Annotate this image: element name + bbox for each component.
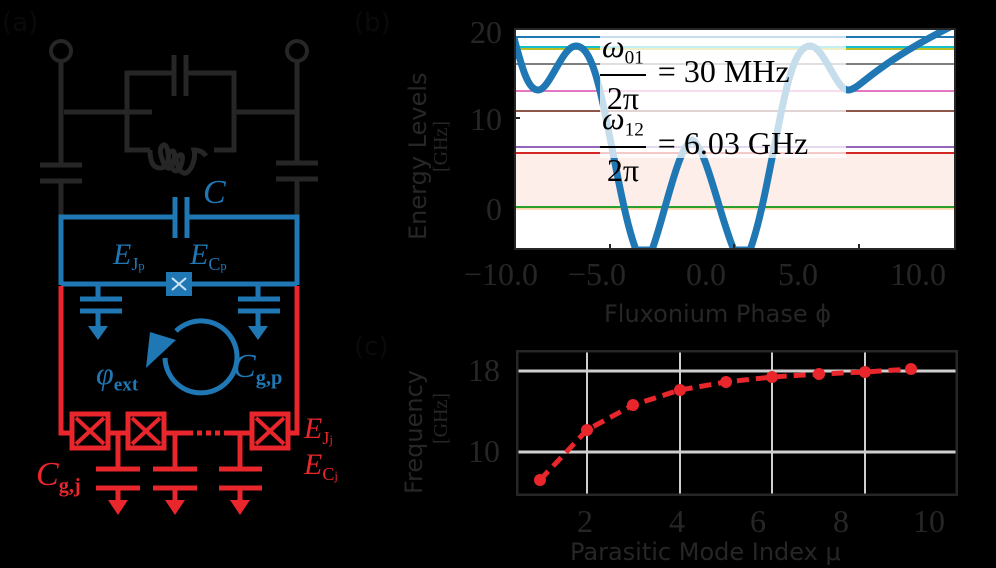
- ytick-10: 10: [470, 101, 502, 137]
- ylabel-frequency-unit: [GHz]: [430, 392, 452, 444]
- xtick-6: 6: [750, 503, 766, 539]
- xtick-m5: −5.0: [568, 256, 627, 292]
- annotation-omega12: ω12 2π = 6.03 GHz: [600, 100, 809, 188]
- label-EJp: EJp: [113, 238, 145, 275]
- label-Cgp: Cg,p: [233, 348, 283, 390]
- xlabel-energy: Fluxonium Phase ϕ: [604, 300, 832, 328]
- ground-arrows-j: [108, 500, 250, 515]
- ylabel-energy-unit: [GHz]: [430, 120, 452, 172]
- xtick-m10: −10.0: [464, 256, 539, 292]
- xtick-5: 5.0: [778, 256, 818, 292]
- label-C: C: [203, 174, 226, 211]
- ylabel-energy: Energy Levels: [404, 72, 432, 240]
- frequency-plot-area: [516, 350, 958, 496]
- label-phi-ext: φext: [96, 355, 139, 396]
- label-Cgj: Cg,j: [36, 456, 81, 498]
- xtick-10: 10.0: [890, 256, 946, 292]
- panel-label-a: (a): [2, 8, 39, 38]
- label-ECp: ECp: [190, 238, 227, 275]
- junction-array-circuit: [58, 286, 300, 500]
- xlabel-parasitic: Parasitic Mode Index μ: [570, 538, 841, 566]
- label-EJj: EJj: [304, 412, 333, 449]
- annotation-omega01: ω01 2π = 30 MHz: [600, 28, 790, 116]
- xtick-2: 2: [577, 503, 593, 539]
- xtick-8: 8: [833, 503, 849, 539]
- panel-label-b: (b): [354, 8, 391, 38]
- ytick-10c: 10: [468, 433, 500, 469]
- flux-arrow-icon: [146, 332, 176, 368]
- xtick-10c: 10: [913, 503, 945, 539]
- panel-label-c: (c): [354, 332, 389, 362]
- ytick-18: 18: [468, 352, 500, 388]
- fluxonium-fills: [88, 272, 268, 368]
- xtick-0: 0.0: [686, 256, 726, 292]
- label-ECj: ECj: [304, 448, 338, 485]
- circuit-diagram: [40, 39, 318, 515]
- parasitic-markers: [534, 363, 917, 486]
- ytick-0: 0: [486, 191, 502, 227]
- xtick-4: 4: [669, 503, 685, 539]
- ylabel-frequency: Frequency: [400, 370, 428, 494]
- outer-circuit: [40, 39, 318, 215]
- fluxonium-circuit: [58, 197, 300, 396]
- energy-plot-area: [514, 28, 956, 250]
- ytick-20: 20: [470, 14, 502, 50]
